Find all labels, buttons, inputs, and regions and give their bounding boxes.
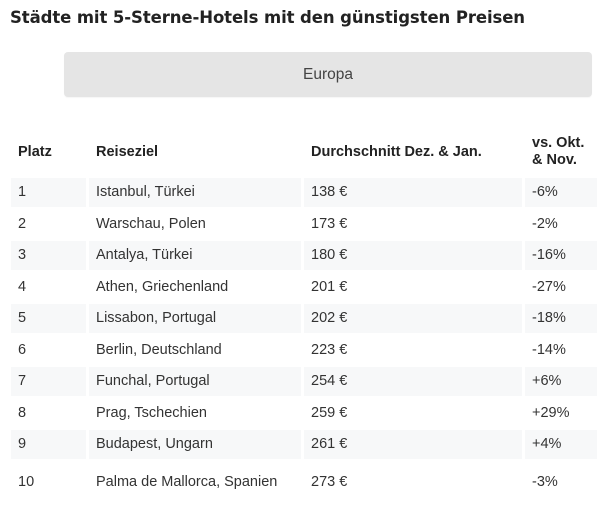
destination-cell: Istanbul, Türkei: [89, 178, 301, 207]
rank-cell: 2: [18, 215, 27, 232]
header-rank: Platz: [18, 143, 52, 160]
change-cell: -3%: [532, 473, 558, 490]
rank-cell: 10: [18, 473, 35, 490]
rank-cell: 9: [11, 430, 86, 459]
average-price-cell: 201 €: [311, 278, 348, 295]
destination-cell: Palma de Mallorca, Spanien: [96, 473, 278, 490]
header-destination: Reiseziel: [96, 143, 159, 160]
table-row: 10 Palma de Mallorca, Spanien 273 € -3%: [11, 462, 597, 502]
rank-cell: 8: [18, 404, 27, 421]
average-price-cell: 223 €: [311, 341, 348, 358]
average-price-cell: 273 €: [311, 473, 348, 490]
destination-cell: Budapest, Ungarn: [89, 430, 301, 459]
change-cell: -27%: [532, 278, 566, 295]
change-cell: -2%: [532, 215, 558, 232]
table-row: 4 Athen, Griechenland 201 € -27%: [11, 273, 597, 302]
table-row: 2 Warschau, Polen 173 € -2%: [11, 210, 597, 239]
hotel-price-table: Platz Reiseziel Durchschnitt Dez. & Jan.…: [8, 128, 600, 505]
rank-cell: 5: [11, 304, 86, 333]
average-price-cell: 259 €: [311, 404, 348, 421]
header-change: vs. Okt. & Nov.: [532, 135, 585, 168]
header-average-price: Durchschnitt Dez. & Jan.: [311, 143, 482, 160]
region-selector-button[interactable]: Europa: [64, 52, 592, 97]
table-header-row: Platz Reiseziel Durchschnitt Dez. & Jan.…: [11, 131, 597, 175]
page-title: Städte mit 5-Sterne-Hotels mit den günst…: [10, 8, 525, 27]
table-row: 9 Budapest, Ungarn 261 € +4%: [11, 430, 597, 459]
change-cell: -6%: [525, 178, 597, 207]
change-cell: -16%: [525, 241, 597, 270]
table-row: 8 Prag, Tschechien 259 € +29%: [11, 399, 597, 428]
destination-cell: Funchal, Portugal: [89, 367, 301, 396]
average-price-cell: 261 €: [304, 430, 522, 459]
destination-cell: Warschau, Polen: [96, 215, 206, 232]
table-row: 1 Istanbul, Türkei 138 € -6%: [11, 178, 597, 207]
rank-cell: 1: [11, 178, 86, 207]
change-cell: +29%: [532, 404, 570, 421]
average-price-cell: 202 €: [304, 304, 522, 333]
average-price-cell: 173 €: [311, 215, 348, 232]
rank-cell: 4: [18, 278, 27, 295]
average-price-cell: 254 €: [304, 367, 522, 396]
table-row: 3 Antalya, Türkei 180 € -16%: [11, 241, 597, 270]
destination-cell: Antalya, Türkei: [89, 241, 301, 270]
table-row: 7 Funchal, Portugal 254 € +6%: [11, 367, 597, 396]
table-row: 6 Berlin, Deutschland 223 € -14%: [11, 336, 597, 365]
change-cell: -14%: [532, 341, 566, 358]
average-price-cell: 180 €: [304, 241, 522, 270]
destination-cell: Lissabon, Portugal: [89, 304, 301, 333]
average-price-cell: 138 €: [304, 178, 522, 207]
change-cell: +4%: [525, 430, 597, 459]
change-cell: -18%: [525, 304, 597, 333]
destination-cell: Berlin, Deutschland: [96, 341, 222, 358]
destination-cell: Athen, Griechenland: [96, 278, 229, 295]
rank-cell: 6: [18, 341, 27, 358]
rank-cell: 7: [11, 367, 86, 396]
rank-cell: 3: [11, 241, 86, 270]
change-cell: +6%: [525, 367, 597, 396]
table-row: 5 Lissabon, Portugal 202 € -18%: [11, 304, 597, 333]
destination-cell: Prag, Tschechien: [96, 404, 207, 421]
